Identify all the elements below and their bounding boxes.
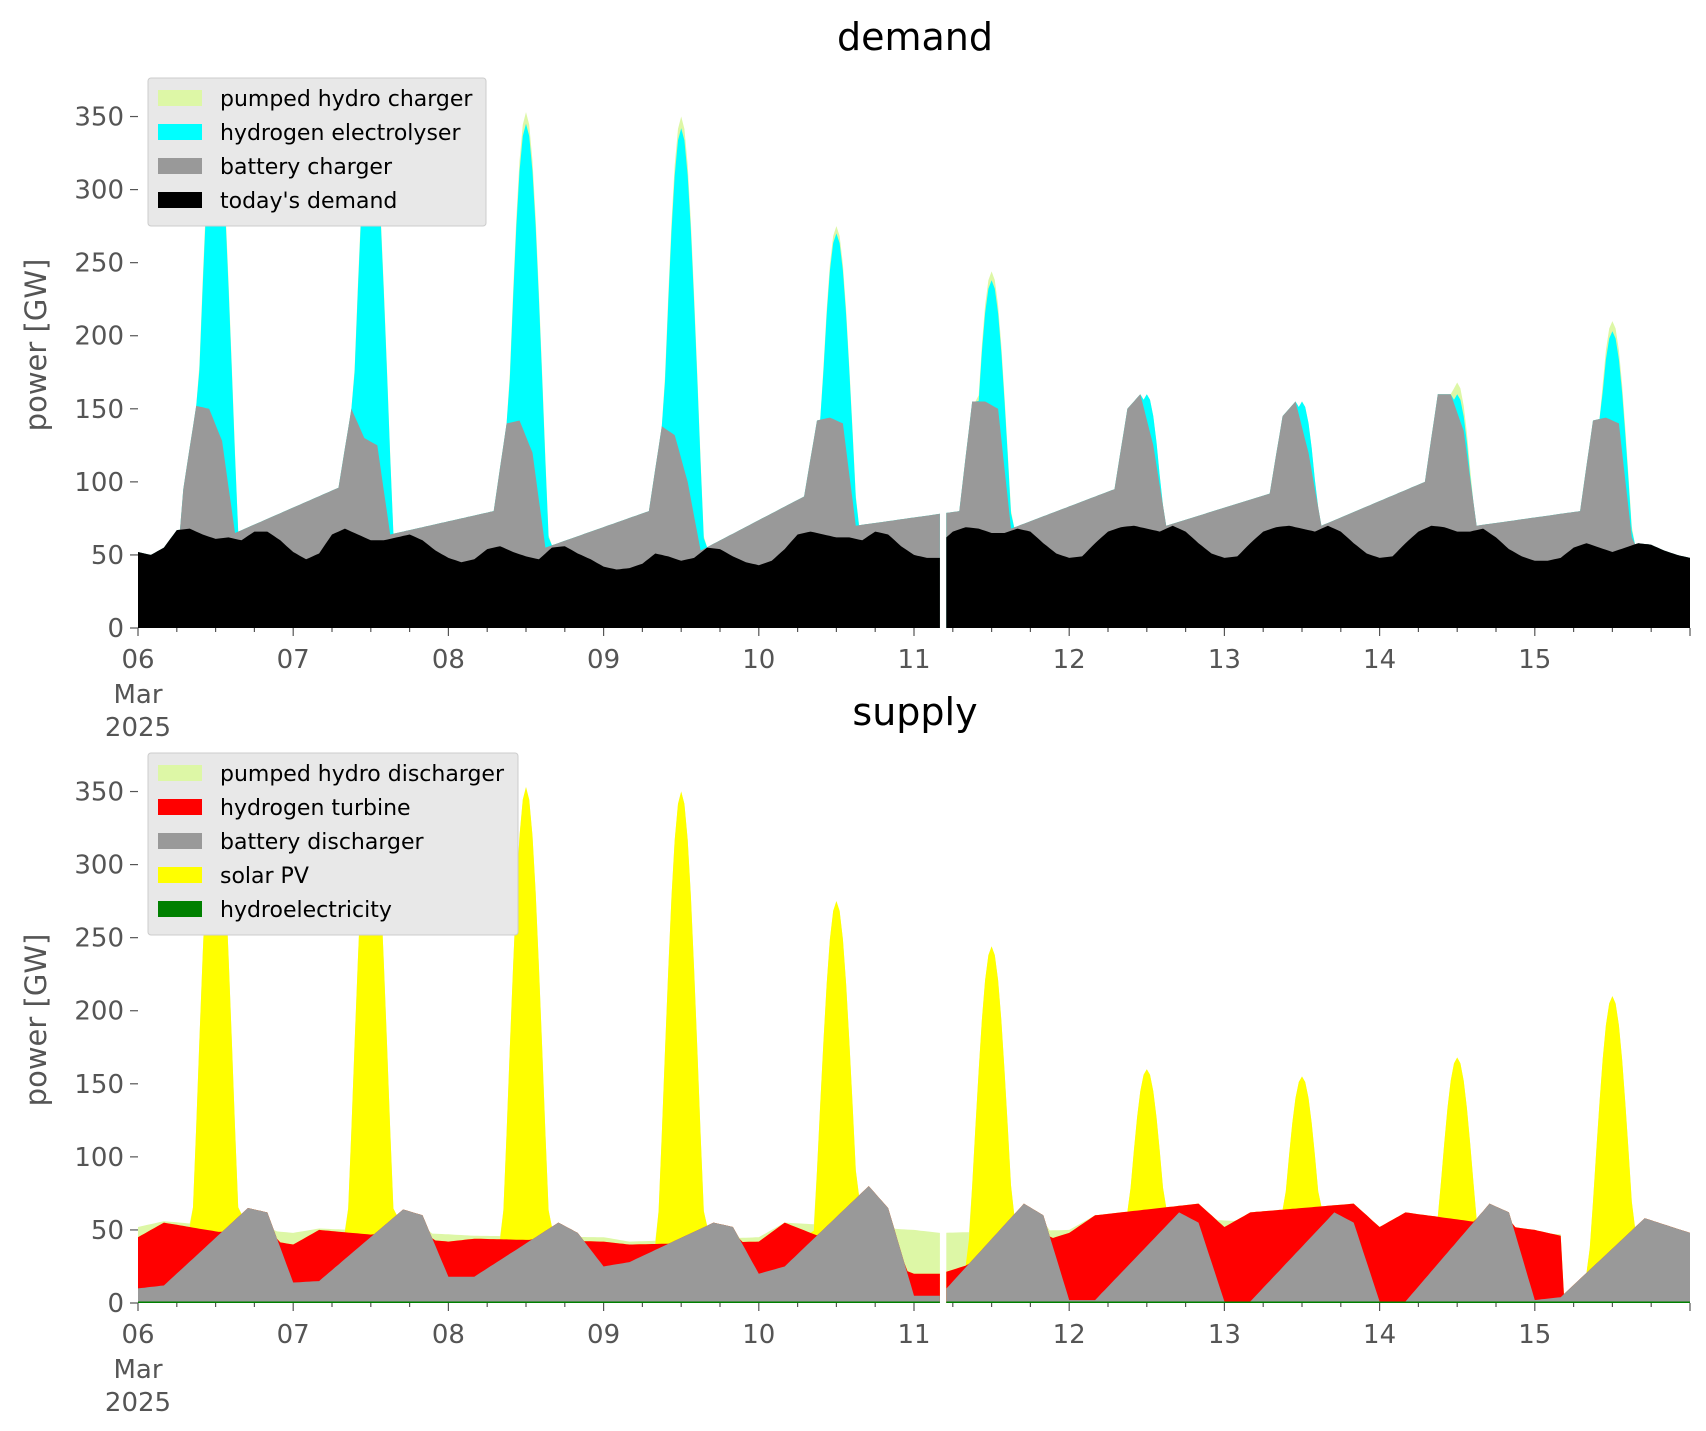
- legend-label: hydroelectricity: [220, 898, 392, 923]
- y-tick-label: 100: [74, 1143, 124, 1173]
- x-tick-label: 12: [1053, 1320, 1086, 1350]
- legend-label: hydrogen turbine: [220, 796, 411, 821]
- x-tick-label: 06: [121, 645, 154, 675]
- x-tick-sublabel: Mar: [113, 680, 162, 710]
- y-tick-label: 300: [74, 176, 124, 206]
- x-tick-sublabel: 2025: [105, 713, 171, 743]
- y-tick-label: 350: [74, 778, 124, 808]
- y-tick-label: 200: [74, 997, 124, 1027]
- x-tick-sublabel: Mar: [113, 1355, 162, 1385]
- x-tick-label: 09: [587, 645, 620, 675]
- y-axis-label: power [GW]: [19, 259, 53, 432]
- y-tick-label: 250: [74, 249, 124, 279]
- plot-area: [138, 94, 1690, 629]
- x-tick-label: 15: [1518, 645, 1551, 675]
- legend-label: solar PV: [220, 864, 309, 889]
- x-tick-label: 11: [897, 1320, 930, 1350]
- legend-label: today's demand: [220, 189, 397, 214]
- legend-swatch: [158, 901, 202, 917]
- x-tick-label: 10: [742, 645, 775, 675]
- legend-swatch: [158, 833, 202, 849]
- legend-swatch: [158, 765, 202, 781]
- y-axis-label: power [GW]: [19, 934, 53, 1107]
- legend: pumped hydro discharger hydrogen turbine b…: [147, 752, 519, 936]
- legend-label: battery discharger: [220, 830, 425, 855]
- x-tick-label: 07: [277, 645, 310, 675]
- legend-box: [147, 752, 519, 936]
- x-tick-label: 14: [1363, 645, 1396, 675]
- y-tick-label: 300: [74, 851, 124, 881]
- legend: pumped hydro charger hydrogen electrolyse…: [147, 77, 487, 227]
- legend-label: hydrogen electrolyser: [220, 121, 461, 146]
- y-tick-label: 200: [74, 322, 124, 352]
- x-tick-label: 10: [742, 1320, 775, 1350]
- x-tick-label: 08: [432, 1320, 465, 1350]
- plot-area: [138, 769, 1690, 1303]
- y-tick-label: 0: [107, 614, 124, 644]
- y-tick-label: 150: [74, 1070, 124, 1100]
- legend-swatch: [158, 90, 202, 106]
- legend-swatch: [158, 158, 202, 174]
- y-tick-label: 100: [74, 468, 124, 498]
- y-tick-label: 0: [107, 1289, 124, 1319]
- y-tick-label: 50: [91, 1216, 124, 1246]
- x-tick-label: 14: [1363, 1320, 1396, 1350]
- legend-swatch: [158, 867, 202, 883]
- x-tick-label: 12: [1053, 645, 1086, 675]
- supply-panel: supply power [GW] 0501001502002503003500…: [19, 690, 1691, 1418]
- x-tick-label: 06: [121, 1320, 154, 1350]
- x-tick-label: 15: [1518, 1320, 1551, 1350]
- area-hydroelectricity: [138, 1301, 1690, 1303]
- x-tick-label: 11: [897, 645, 930, 675]
- chart-title: supply: [852, 690, 977, 734]
- x-tick-label: 13: [1208, 645, 1241, 675]
- area-battery-discharger: [138, 1186, 1690, 1303]
- area-today-s-demand: [138, 525, 1690, 628]
- y-tick-label: 250: [74, 924, 124, 954]
- area-solar-pv: [138, 769, 1690, 1303]
- legend-swatch: [158, 192, 202, 208]
- legend-box: [147, 77, 487, 227]
- demand-panel: demand power [GW] 0501001502002503003500…: [19, 15, 1691, 743]
- legend-swatch: [158, 124, 202, 140]
- x-tick-label: 07: [277, 1320, 310, 1350]
- x-tick-label: 08: [432, 645, 465, 675]
- x-tick-label: 13: [1208, 1320, 1241, 1350]
- legend-label: pumped hydro discharger: [220, 762, 505, 787]
- y-tick-label: 150: [74, 395, 124, 425]
- x-tick-sublabel: 2025: [105, 1388, 171, 1418]
- legend-label: battery charger: [220, 155, 393, 180]
- legend-swatch: [158, 799, 202, 815]
- chart-title: demand: [837, 15, 993, 59]
- legend-label: pumped hydro charger: [220, 87, 473, 112]
- y-tick-label: 350: [74, 103, 124, 133]
- x-tick-label: 09: [587, 1320, 620, 1350]
- y-tick-label: 50: [91, 541, 124, 571]
